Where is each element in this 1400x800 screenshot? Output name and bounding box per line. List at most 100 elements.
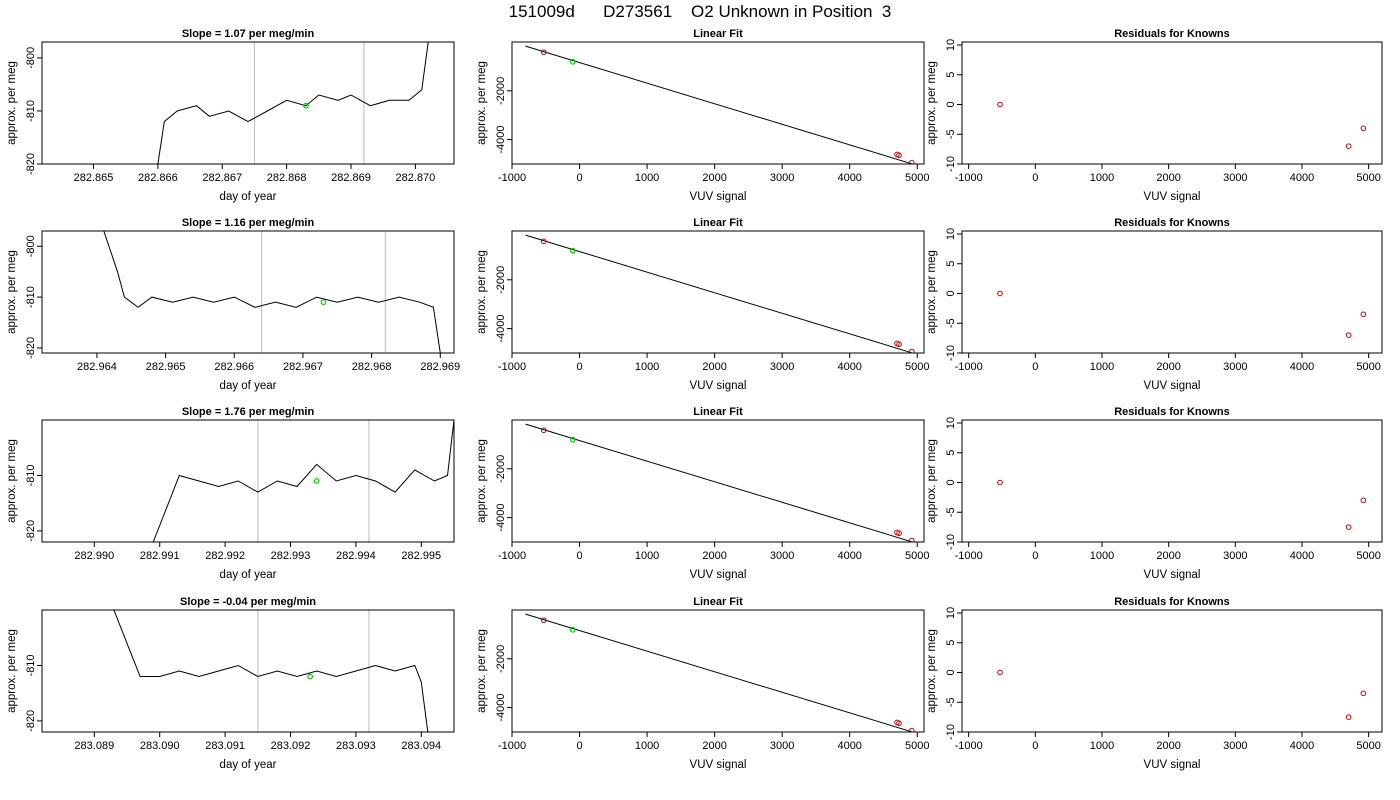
y-tick-label: -10 [945,345,957,361]
x-axis-label: VUV signal [1144,380,1201,392]
unknown-point [303,102,309,109]
x-tick-label: 282.869 [331,172,371,184]
x-tick-label: 3000 [770,740,794,752]
y-tick-label: -5 [945,318,957,328]
x-tick-label: 282.969 [420,361,460,373]
x-tick-label: 283.093 [336,740,376,752]
x-tick-label: 3000 [770,550,794,562]
unknown-point [569,436,576,443]
y-axis-label: approx. per meg [926,61,938,145]
chart-title: Slope = 1.16 per meg/min [182,217,315,229]
x-tick-label: 5000 [1356,550,1380,562]
x-tick-label: 5000 [1356,361,1380,373]
x-tick-label: 282.867 [202,172,242,184]
chart-panel-11: Linear Fit -1000 0 1000 2000 3000 4000 5000 -400… [476,596,929,771]
x-axis-label: VUV signal [690,191,747,203]
x-tick-label: 2000 [1156,361,1180,373]
plot-frame [961,419,1383,543]
y-axis-label: approx. per meg [6,629,18,713]
known-point [1345,524,1352,530]
x-tick-label: -1000 [955,740,983,752]
known-point [909,348,915,353]
chart-title: Slope = 1.76 per meg/min [182,406,315,418]
chart-panel-6: Residuals for Knowns -1000 0 1000 2000 3000 40… [926,217,1383,392]
unknown-point [320,299,327,306]
known-point [909,537,915,542]
known-point [1345,714,1352,720]
y-tick-label: -810 [25,654,37,676]
x-tick-label: 282.965 [146,361,186,373]
x-tick-label: 0 [1032,172,1038,184]
series-line [525,423,912,542]
chart-panel-8: Linear Fit -1000 0 1000 2000 3000 4000 5000 -400… [476,406,929,581]
x-tick-label: 0 [1032,550,1038,562]
y-tick-label: 0 [945,669,957,675]
x-tick-label: 4000 [837,740,861,752]
x-tick-label: 283.092 [271,740,311,752]
x-tick-label: 3000 [1223,361,1247,373]
page-title: 151009d D273561 O2 Unknown in Position 3 [508,2,892,21]
x-tick-label: 5000 [905,740,929,752]
known-point [1360,311,1367,318]
plot-frame [511,609,925,733]
x-axis-label: VUV signal [690,569,747,581]
x-tick-label: -1000 [498,550,526,562]
x-tick-label: 282.967 [283,361,323,373]
x-axis-label: VUV signal [690,759,747,771]
y-tick-label: -820 [25,337,37,359]
x-tick-label: 5000 [1356,740,1380,752]
x-tick-label: 282.992 [205,550,245,562]
x-tick-label: 282.964 [77,361,117,373]
x-axis-label: day of year [220,191,277,203]
unknown-point [569,626,576,633]
known-point [1348,226,1353,231]
x-tick-label: -1000 [955,172,983,184]
x-tick-label: 0 [576,172,582,184]
chart-title: Slope = -0.04 per meg/min [180,596,316,608]
x-tick-label: 282.968 [352,361,392,373]
plot-frame [511,41,925,165]
y-axis-label: approx. per meg [926,629,938,713]
y-tick-label: -820 [25,153,37,175]
x-tick-label: 4000 [837,172,861,184]
y-tick-label: -810 [25,286,37,308]
x-tick-label: 282.966 [214,361,254,373]
x-axis-label: day of year [220,759,277,771]
known-point [1345,332,1352,338]
chart-panel-3: Residuals for Knowns -1000 0 1000 2000 3000 40… [926,28,1383,203]
x-tick-label: 4000 [1290,361,1314,373]
chart-title: Linear Fit [693,28,743,40]
x-tick-label: 5000 [1356,172,1380,184]
x-tick-label: 282.991 [140,550,180,562]
y-tick-label: 10 [945,607,957,619]
y-tick-label: -5 [945,129,957,139]
y-tick-label: -800 [25,47,37,69]
plot-frame [511,419,925,543]
chart-panel-10: Slope = -0.04 per meg/min 283.089 283.090 2… [6,596,455,771]
known-point [896,530,902,537]
series-line [525,613,912,732]
x-tick-label: -1000 [955,361,983,373]
chart-panel-1: Slope = 1.07 per meg/min 282.865 282.866 28… [6,28,455,203]
x-tick-label: 2000 [702,550,726,562]
unknown-point [307,673,314,680]
x-tick-label: 1000 [635,172,659,184]
x-tick-label: 1000 [1090,361,1114,373]
x-tick-label: 5000 [905,550,929,562]
x-tick-label: 1000 [635,361,659,373]
chart-title: Residuals for Knowns [1114,28,1230,40]
x-axis-label: VUV signal [690,380,747,392]
y-axis-label: approx. per meg [476,61,488,145]
x-tick-label: 1000 [1090,550,1114,562]
x-tick-label: 4000 [1290,550,1314,562]
chart-panel-5: Linear Fit -1000 0 1000 2000 3000 4000 5000 -400… [476,217,929,392]
x-tick-label: -1000 [498,361,526,373]
x-tick-label: 0 [576,740,582,752]
series-line [113,610,429,732]
x-tick-label: 282.995 [401,550,441,562]
x-tick-label: 2000 [1156,172,1180,184]
x-axis-label: VUV signal [1144,569,1201,581]
y-tick-label: 5 [945,450,957,456]
chart-title: Residuals for Knowns [1114,406,1230,418]
